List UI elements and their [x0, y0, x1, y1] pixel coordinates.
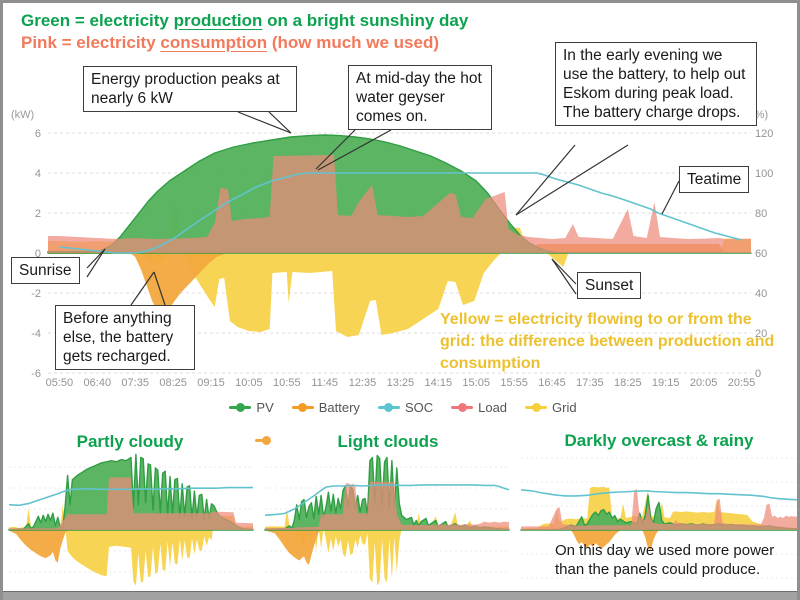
y-left-tick-label: -6 — [31, 368, 41, 380]
legend-label: Grid — [552, 400, 577, 415]
y-right-tick-label: 80 — [755, 208, 767, 220]
bottom-border-bar — [3, 591, 797, 600]
annotation-peak: Energy production peaks at nearly 6 kW — [83, 66, 297, 112]
annotation-sunrise: Sunrise — [11, 257, 80, 284]
legend-item-soc: SOC — [377, 400, 434, 415]
mini-title-overcast: Darkly overcast & rainy — [564, 431, 754, 450]
mini1-load-area — [9, 477, 253, 530]
x-tick-label: 10:55 — [273, 377, 301, 389]
legend-item-battery: Battery — [291, 400, 360, 415]
legend-item-grid: Grid — [525, 400, 577, 415]
mini3-soc-line — [520, 489, 797, 501]
y-right-tick-label: 0 — [755, 368, 761, 380]
pv-legend-marker-icon — [229, 403, 252, 412]
x-tick-label: 19:15 — [652, 377, 680, 389]
x-tick-label: 08:25 — [159, 377, 187, 389]
x-tick-label: 17:35 — [576, 377, 604, 389]
header-pink-post: (how much we used) — [267, 33, 440, 52]
x-tick-label: 05:50 — [46, 377, 74, 389]
grid-legend-marker-icon — [525, 403, 548, 412]
y-left-tick-label: 4 — [35, 168, 41, 180]
x-tick-label: 13:25 — [387, 377, 415, 389]
load-legend-marker-icon — [451, 403, 474, 412]
mini2-load-area — [265, 481, 509, 530]
legend-label: PV — [256, 400, 274, 415]
mini2-soc-line — [264, 484, 510, 516]
y-right-tick-label: 20 — [755, 328, 767, 340]
mini-chart-overcast — [520, 457, 797, 579]
header-pink-underlined: consumption — [160, 33, 268, 52]
mini3-battery-area — [521, 530, 797, 551]
mini3-load-area — [521, 489, 797, 530]
header-green-post: on a bright sunshiny day — [262, 11, 469, 30]
mini1-battery-area — [9, 530, 253, 563]
header-pink: Pink = electricity consumption (how much… — [21, 33, 439, 53]
x-tick-label: 06:40 — [84, 377, 112, 389]
mini1-grid-area — [9, 504, 253, 586]
y-left-tick-label: -2 — [31, 288, 41, 300]
header-green-underlined: production — [173, 11, 263, 30]
legend-label: Load — [478, 400, 508, 415]
legend-item-pv: PV — [229, 400, 274, 415]
x-tick-label: 15:55 — [500, 377, 528, 389]
annotation-teatime: Teatime — [679, 166, 750, 193]
x-tick-label: 20:55 — [728, 377, 756, 389]
x-tick-label: 18:25 — [614, 377, 642, 389]
x-tick-label: 11:45 — [311, 377, 338, 389]
y-right-tick-label: 60 — [755, 248, 767, 260]
mini2-battery-area — [265, 530, 509, 565]
y-right-tick-label: 40 — [755, 288, 767, 300]
header-green-pre: Green = electricity — [21, 11, 174, 30]
x-tick-label: 14:15 — [425, 377, 453, 389]
y-left-tick-label: 0 — [35, 248, 41, 260]
battery-legend-marker-icon — [291, 403, 314, 412]
annotation-geyser: At mid-day the hot water geyser comes on… — [348, 65, 492, 130]
axis-unit-kw: (kW) — [11, 109, 35, 121]
x-tick-label: 16:45 — [538, 377, 566, 389]
y-left-tick-label: 6 — [35, 128, 41, 140]
header-pink-pre: Pink = electricity — [21, 33, 161, 52]
header-green: Green = electricity production on a brig… — [21, 11, 468, 31]
overcast-note: On this day we used more power than the … — [555, 542, 775, 578]
y-right-tick-label: 100 — [755, 168, 773, 180]
grid-note: Yellow = electricity flowing to or from … — [440, 311, 775, 372]
x-tick-label: 10:05 — [235, 377, 263, 389]
legend-label: SOC — [404, 400, 434, 415]
soc-legend-marker-icon — [377, 403, 400, 412]
legend-item-load: Load — [451, 400, 507, 415]
legend: PV Battery SOC Load Grid — [193, 400, 613, 415]
x-tick-label: 07:35 — [121, 377, 149, 389]
mini-title-partly-cloudy: Partly cloudy — [76, 432, 184, 451]
annotation-evening: In the early evening we use the battery,… — [555, 42, 757, 126]
mini-chart-partly-cloudy — [8, 453, 254, 586]
x-tick-label: 20:05 — [690, 377, 718, 389]
x-tick-label: 09:15 — [197, 377, 225, 389]
y-left-tick-label: -4 — [31, 328, 41, 340]
mini-title-light-clouds: Light clouds — [337, 432, 439, 451]
main-chart-svg: 05:50 06:40 07:35 08:25 09:15 10:05 10:55 11:45… — [31, 128, 773, 389]
x-tick-label: 12:35 — [349, 377, 377, 389]
mini1-soc-line — [8, 486, 253, 507]
legend-label: Battery — [318, 400, 360, 415]
annotation-sunset: Sunset — [577, 272, 642, 299]
x-tick-label: 15:05 — [462, 377, 490, 389]
main-grid-area — [48, 205, 751, 337]
y-left-tick-label: 2 — [35, 208, 41, 220]
main-load-area — [48, 155, 751, 253]
y-right-tick-label: 120 — [755, 128, 773, 140]
annotation-battery-morning: Before anything else, the battery gets r… — [55, 305, 195, 370]
legend-fragment-icon — [255, 436, 271, 445]
mini-chart-light-clouds — [264, 454, 510, 586]
